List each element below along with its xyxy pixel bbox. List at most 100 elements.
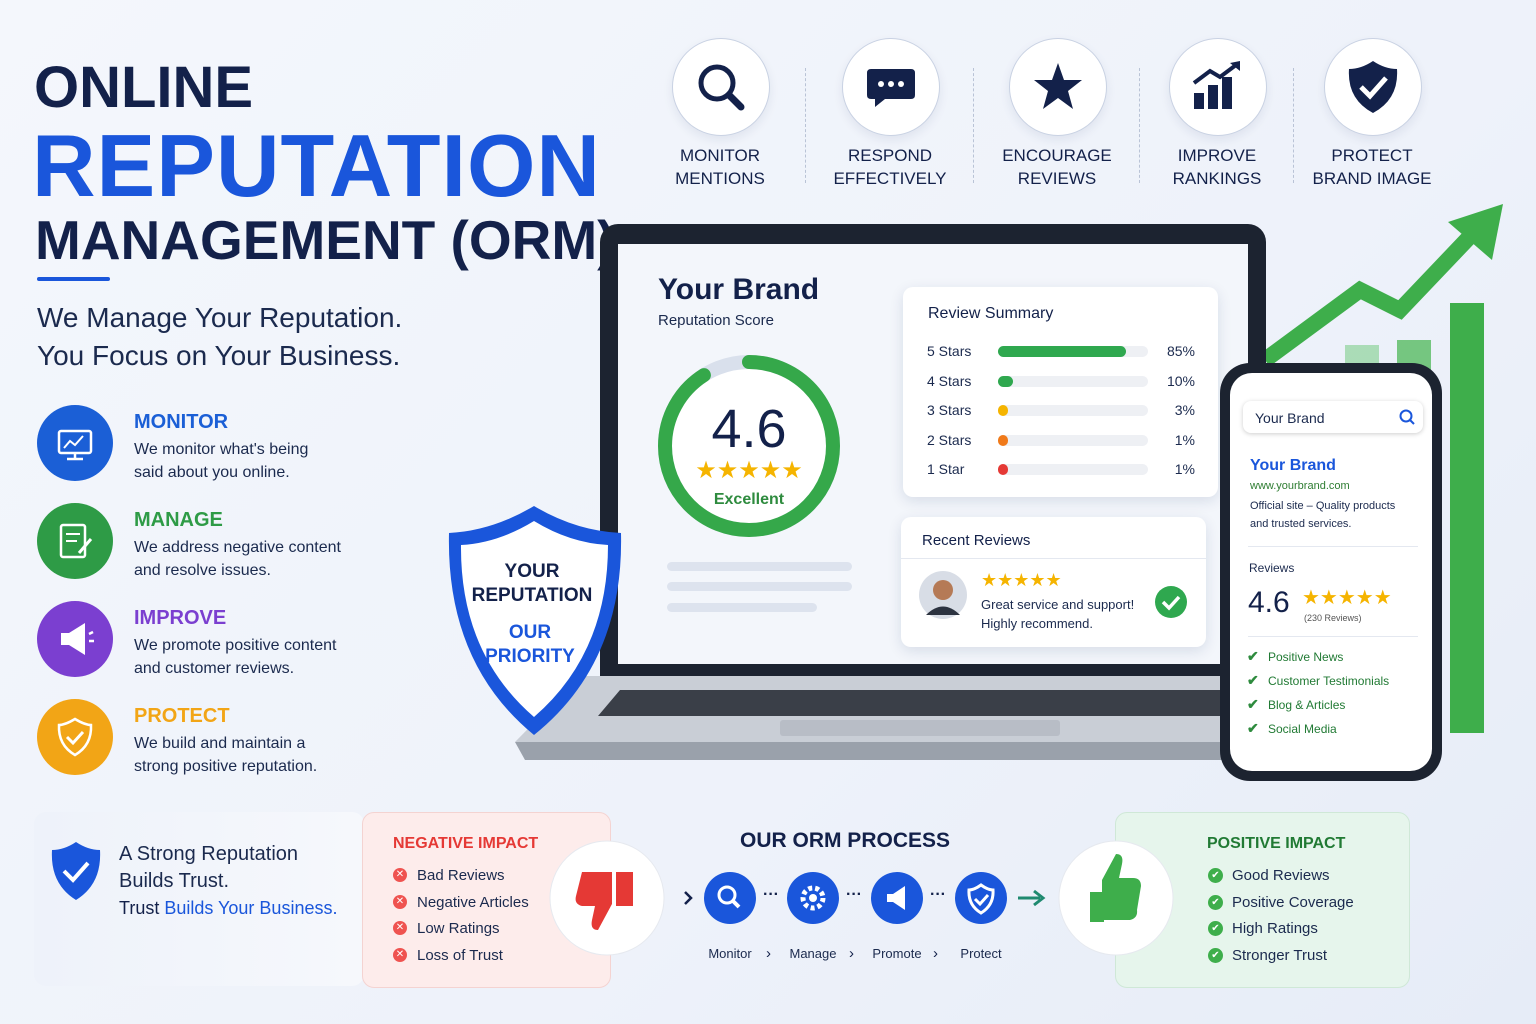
top-icon-label: RANKINGS [1172,169,1262,188]
row-label: 5 Stars [927,343,972,359]
phone-rating: 4.6 [1248,586,1290,619]
icon [37,601,113,677]
feature-text: We monitor what's being [134,441,309,458]
trust-word: Builds Your Business. [164,898,338,918]
row-label: 1 Star [927,461,965,477]
separator [805,68,806,183]
icon [698,64,745,111]
phone-screen [1230,373,1432,771]
icon [37,699,113,775]
icon [1348,61,1398,113]
step-label: Monitor [708,946,752,961]
placeholder-line [667,562,852,571]
search-box [1243,401,1423,433]
check: ✔ [1247,648,1259,664]
card-title: Recent Reviews [922,532,1031,549]
feature-icon [37,503,113,579]
step-icon [787,872,839,924]
top-icon [842,38,940,136]
x-icon: ✕ [393,868,407,882]
check-icon: ✔ [1208,921,1223,936]
icon [787,872,839,924]
score-text: Excellent [713,491,785,508]
top-icon-label: IMPROVE [1177,146,1257,165]
trust-text: A Strong Reputation [119,843,299,865]
icon [1192,61,1240,109]
feature-text: We build and maintain a [134,735,306,752]
negative-item: Loss of Trust [417,946,503,964]
title-line: REPUTATION [32,116,601,215]
x-icon: ✕ [393,894,407,909]
chevron: › [933,945,938,962]
feature-text: We promote positive content [134,637,337,654]
top-icon-label: ENCOURAGE [1002,146,1112,165]
icon [37,503,113,579]
feature-text: We address negative content [134,539,341,556]
top-icon-label: MONITOR [680,146,760,165]
dots: ··· [846,886,862,903]
phone-item: Positive News [1268,650,1344,664]
brand-title: Your Brand [658,273,820,306]
divider [901,558,1206,559]
step-label: Promote [872,946,922,961]
title-line: MANAGEMENT (ORM) [35,209,616,271]
review-count: (230 Reviews) [1304,613,1362,623]
top-icon [1009,38,1107,136]
placeholder-line [667,582,852,591]
bar [998,464,1008,475]
row-value: 1% [1174,431,1195,448]
feature-text: and resolve issues. [134,562,271,579]
bar [998,346,1126,357]
phone-item: Customer Testimonials [1268,674,1390,688]
row-value: 3% [1174,402,1195,418]
feature-text: and customer reviews. [134,660,295,677]
step-label: Manage [789,946,837,961]
bar-track [998,405,1148,416]
feature-icon [37,405,113,481]
tagline: We Manage Your Reputation. [37,302,403,333]
top-icon-label: BRAND IMAGE [1312,169,1432,188]
search-icon [1399,409,1415,425]
phone-item: Blog & Articles [1268,698,1346,712]
x-icon: ✕ [393,947,407,962]
row-label: 4 Stars [927,372,972,389]
icon [867,69,915,107]
positive-item: Positive Coverage [1232,893,1354,911]
icon [37,405,113,481]
chevron: › [849,945,854,962]
icon [955,872,1007,924]
bar-track [998,464,1148,475]
stars: ★★★★★ [1302,587,1392,609]
feature-icon [37,699,113,775]
row-label: 3 Stars [927,402,972,418]
result-desc: Official site – Quality products [1250,500,1396,512]
underline [37,277,110,281]
check-icon: ✔ [1208,947,1223,963]
bar [998,405,1008,416]
feature-icon [37,601,113,677]
shield [448,506,622,735]
search-text: Your Brand [1255,410,1325,426]
trust-text: Builds Trust. [119,870,230,892]
feature-title: IMPROVE [134,607,227,629]
feature-title: MONITOR [134,411,229,433]
bar-track [998,375,1148,387]
negative-item: Low Ratings [417,920,500,937]
check: ✔ [1247,672,1259,688]
step-icon [871,872,923,924]
bar [998,434,1008,446]
score: 4.6 [711,399,787,459]
review-text: Great service and support! [981,597,1135,612]
top-icon-label: RESPOND [847,146,933,165]
separator [1139,68,1140,183]
svg-text:★★★★★: ★★★★★ [695,457,803,484]
step-icon [704,872,756,924]
shield-text: OUR [508,622,552,643]
separator [1293,68,1294,183]
shield-text: YOUR [504,561,560,582]
row-value: 1% [1174,461,1195,477]
trust-panel [34,812,364,986]
divider [1248,636,1418,637]
